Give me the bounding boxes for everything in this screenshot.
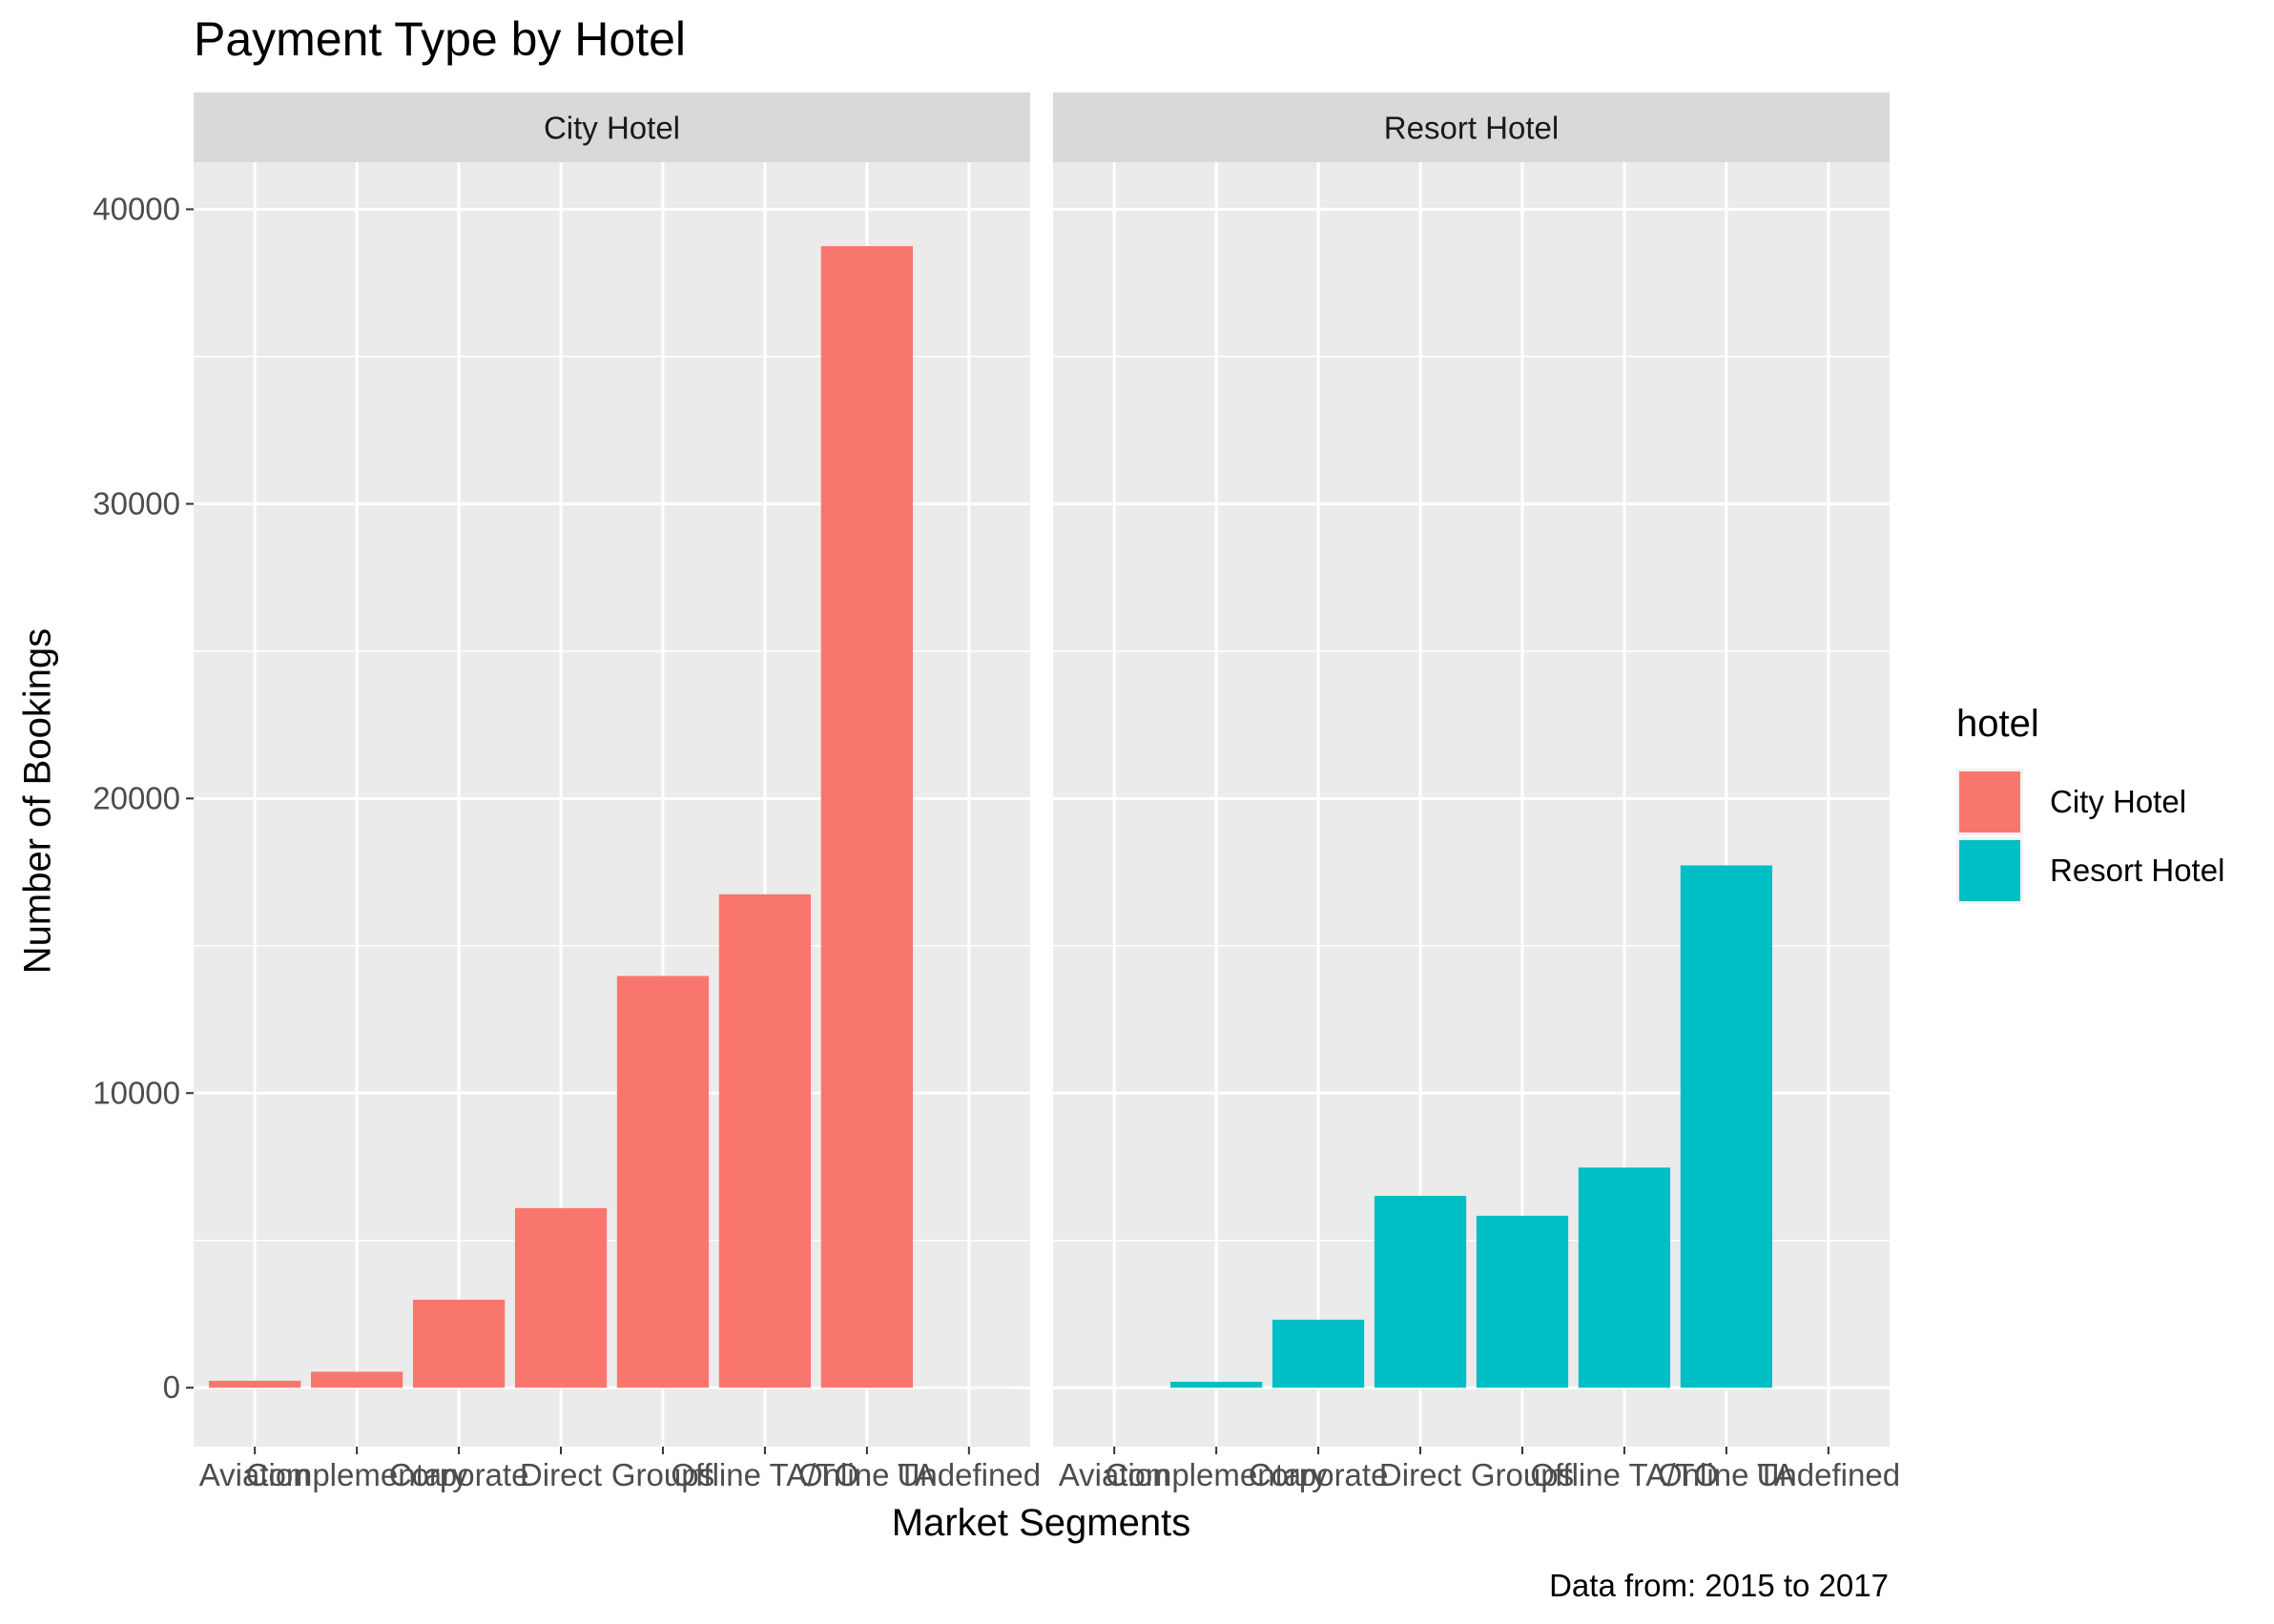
x-tick-label-corporate: Corporate: [1249, 1457, 1389, 1492]
facet-strip: [1053, 93, 1890, 162]
x-tick-label-undefined: Undefined: [898, 1457, 1041, 1492]
bar-city-hotel-aviation: [209, 1380, 301, 1388]
bar-resort-hotel-direct: [1374, 1195, 1467, 1388]
x-tick-label-groups: Groups: [1471, 1457, 1574, 1492]
bar-resort-hotel-corporate: [1271, 1319, 1365, 1388]
bar-resort-hotel-offline-ta-to: [1578, 1167, 1671, 1388]
x-tick-label-online-ta: Online TA: [798, 1457, 936, 1492]
bar-city-hotel-direct: [514, 1207, 608, 1388]
y-tick-label: 20000: [93, 780, 180, 815]
legend-label-city-hotel: City Hotel: [2050, 784, 2187, 819]
y-tick-label: 40000: [93, 191, 180, 226]
y-tick-label: 10000: [93, 1075, 180, 1110]
legend-title: hotel: [1956, 703, 2039, 745]
x-tick-label-corporate: Corporate: [389, 1457, 529, 1492]
bar-city-hotel-corporate: [412, 1299, 506, 1388]
bar-city-hotel-groups: [616, 976, 710, 1388]
x-tick-label-groups: Groups: [611, 1457, 714, 1492]
x-tick-label-offline-ta-to: Offline TA/TO: [671, 1457, 858, 1492]
y-tick-label: 30000: [93, 485, 180, 521]
x-axis-title: Market Segments: [891, 1502, 1191, 1544]
x-tick-label-aviation: Aviation: [199, 1457, 311, 1492]
x-tick-label-complementary: Complementary: [246, 1457, 468, 1492]
x-tick-label-undefined: Undefined: [1757, 1457, 1900, 1492]
bar-city-hotel-offline-ta-to: [718, 894, 812, 1388]
legend-label-resort-hotel: Resort Hotel: [2050, 853, 2225, 888]
facet-strip-label: City Hotel: [544, 111, 680, 146]
legend-swatch-resort-hotel: [1959, 840, 2020, 901]
legend-swatch-city-hotel: [1959, 771, 2020, 833]
bar-resort-hotel-complementary: [1169, 1382, 1263, 1388]
facet-strip-label: Resort Hotel: [1384, 111, 1559, 146]
bar-city-hotel-online-ta: [820, 246, 914, 1388]
facet-strip: [194, 93, 1030, 162]
y-axis-title: Number of Bookings: [16, 627, 59, 975]
x-tick-label-offline-ta-to: Offline TA/TO: [1530, 1457, 1718, 1492]
chart-caption: Data from: 2015 to 2017: [1549, 1568, 1889, 1603]
facet-panel-city-hotel: City Hotel AviationComplementaryCorporate…: [194, 93, 1041, 1492]
x-tick-label-online-ta: Online TA: [1658, 1457, 1795, 1492]
y-tick-label: 0: [163, 1369, 180, 1405]
bar-resort-hotel-online-ta: [1680, 865, 1773, 1388]
bar-city-hotel-complementary: [310, 1371, 403, 1388]
x-tick-label-direct: Direct: [520, 1457, 602, 1492]
x-tick-label-aviation: Aviation: [1059, 1457, 1170, 1492]
chart-title: Payment Type by Hotel: [194, 12, 687, 66]
x-tick-label-complementary: Complementary: [1106, 1457, 1328, 1492]
facet-panel-resort-hotel: Resort Hotel AviationComplementaryCorpora…: [1053, 93, 1900, 1492]
x-tick-label-direct: Direct: [1379, 1457, 1461, 1492]
bar-resort-hotel-groups: [1476, 1215, 1569, 1388]
